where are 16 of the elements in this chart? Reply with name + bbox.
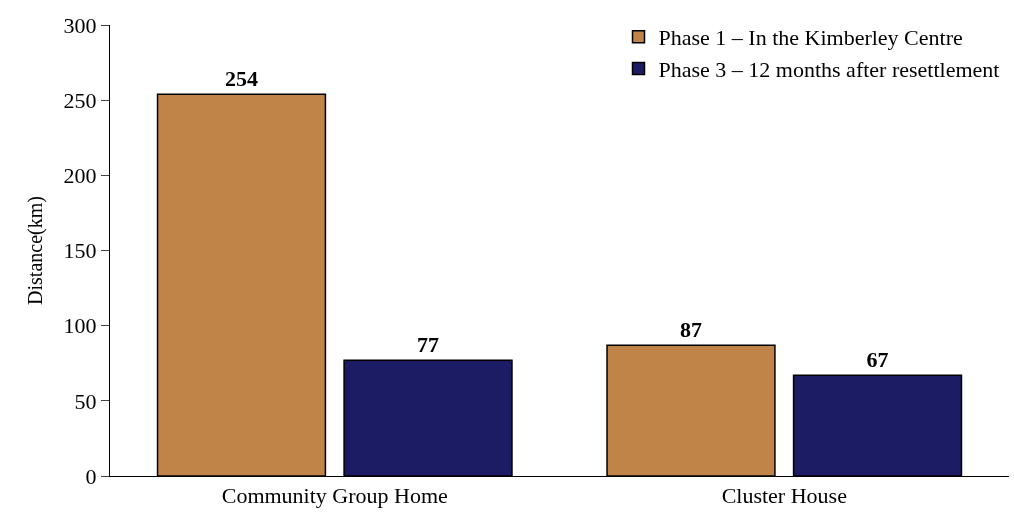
legend-label: Phase 1 – In the Kimberley Centre (658, 25, 963, 51)
y-tick-label: 50 (74, 388, 97, 414)
x-tick-label: Cluster House (721, 483, 847, 509)
y-axis-title: Distance(km) (24, 196, 48, 305)
data-label: 77 (417, 332, 440, 358)
y-tick-label: 250 (63, 87, 97, 113)
data-label: 254 (224, 66, 258, 92)
y-tick-label: 300 (63, 12, 97, 38)
data-label: 67 (866, 347, 889, 373)
x-tick-label: Community Group Home (221, 483, 448, 509)
y-tick-label: 150 (63, 238, 97, 264)
y-tick-label: 0 (85, 463, 97, 489)
legend-label: Phase 3 – 12 months after resettlement (658, 56, 1000, 82)
y-tick-label: 100 (63, 313, 97, 339)
data-label: 87 (679, 317, 702, 343)
y-tick-label: 200 (63, 163, 97, 189)
